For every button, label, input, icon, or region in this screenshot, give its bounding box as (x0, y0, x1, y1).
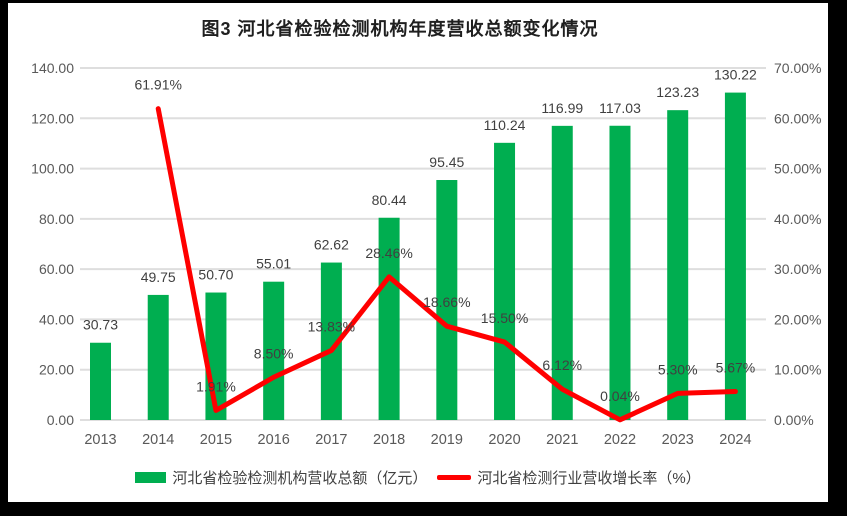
x-axis-label: 2019 (431, 432, 463, 448)
bar-value-label-2024: 130.22 (714, 67, 757, 83)
right-axis-tick-label: 0.00% (774, 412, 814, 428)
line-value-label-2014: 61.91% (134, 77, 181, 93)
chart-canvas-area: 140.00 70.00% 120.00 60.00% 100.00 50.00% 80.0… (8, 3, 828, 502)
x-axis-label: 2013 (84, 432, 116, 448)
bar-2017 (320, 262, 342, 420)
x-axis-label: 2021 (546, 432, 578, 448)
bar-value-label-2022: 117.03 (599, 100, 641, 116)
left-axis-tick-label: 100.00 (31, 161, 74, 177)
x-axis-label: 2014 (142, 432, 174, 448)
right-axis-tick-label: 30.00% (774, 261, 821, 277)
bar-2022 (609, 125, 631, 420)
line-value-label-2021: 6.12% (542, 357, 582, 373)
bar-2024 (724, 92, 746, 420)
x-axis-label: 2015 (200, 432, 232, 448)
bar-value-label-2016: 55.01 (256, 256, 291, 272)
right-axis-tick-label: 50.00% (774, 161, 821, 177)
legend: 河北省检验检测机构营收总额（亿元） 河北省检测行业营收增长率（%） (8, 461, 828, 493)
legend-label-revenue: 河北省检验检测机构营收总额（亿元） (172, 469, 428, 487)
line-value-label-2023: 5.30% (658, 361, 698, 377)
chart-title: 图3 河北省检验检测机构年度营收总额变化情况 (201, 19, 599, 39)
line-value-label-2024: 5.67% (716, 359, 756, 375)
left-axis-tick-label: 120.00 (31, 110, 74, 126)
bar-2021 (551, 125, 573, 421)
bar-value-label-2014: 49.75 (141, 269, 176, 285)
bar-2019 (436, 180, 458, 420)
line-value-label-2020: 15.50% (481, 310, 528, 326)
bar-2013 (90, 342, 111, 420)
bar-value-label-2019: 95.45 (429, 154, 464, 170)
right-axis-tick-label: 70.00% (774, 60, 821, 76)
line-value-label-2022: 0.04% (600, 388, 640, 404)
right-axis-tick-label: 40.00% (774, 211, 821, 227)
bar-2016 (263, 281, 285, 420)
bar-value-label-2021: 116.99 (541, 100, 583, 116)
chart-canvas: 140.00 70.00% 120.00 60.00% 100.00 50.00% 80.0… (31, 60, 821, 448)
bar-swatch (135, 471, 167, 483)
bar-value-label-2013: 30.73 (83, 317, 118, 333)
left-axis-tick-label: 0.00 (47, 412, 74, 428)
line-swatch (437, 474, 472, 480)
bar-value-label-2023: 123.23 (656, 84, 699, 100)
line-value-label-2018: 28.46% (365, 245, 412, 261)
bar-value-label-2020: 110.24 (484, 117, 526, 133)
left-axis-tick-label: 20.00 (39, 362, 74, 378)
bar-2020 (494, 142, 516, 421)
x-axis-label: 2018 (373, 432, 405, 448)
line-value-label-2019: 18.66% (423, 294, 470, 310)
left-axis-tick-label: 60.00 (39, 261, 74, 277)
line-value-label-2017: 13.83% (308, 318, 355, 334)
left-axis-tick-label: 40.00 (39, 311, 74, 327)
bar-2018 (378, 217, 400, 420)
bar-2023 (667, 110, 689, 420)
x-axis-label: 2023 (662, 432, 694, 448)
bar-value-label-2015: 50.70 (198, 267, 233, 283)
legend-item-growth: 河北省检测行业营收增长率（%） (437, 467, 701, 488)
x-axis-label: 2020 (488, 432, 520, 448)
growth-rate-line (155, 106, 738, 423)
right-axis-tick-label: 10.00% (774, 362, 821, 378)
line-value-label-2015: 1.91% (196, 378, 236, 394)
left-axis-tick-label: 140.00 (31, 60, 74, 76)
x-axis-label: 2016 (258, 432, 290, 448)
bar-2014 (147, 294, 169, 420)
left-axis-tick-label: 80.00 (39, 211, 74, 227)
right-axis-tick-label: 60.00% (774, 110, 821, 126)
x-axis-label: 2017 (315, 432, 347, 448)
x-axis-label: 2022 (604, 432, 636, 448)
bar-value-label-2017: 62.62 (314, 237, 349, 253)
line-value-label-2016: 8.50% (254, 345, 294, 361)
legend-item-revenue: 河北省检验检测机构营收总额（亿元） (135, 467, 427, 488)
right-axis-tick-label: 20.00% (774, 311, 821, 327)
legend-label-growth: 河北省检测行业营收增长率（%） (477, 469, 701, 487)
bar-value-label-2018: 80.44 (372, 192, 407, 208)
x-axis-label: 2024 (719, 432, 751, 448)
